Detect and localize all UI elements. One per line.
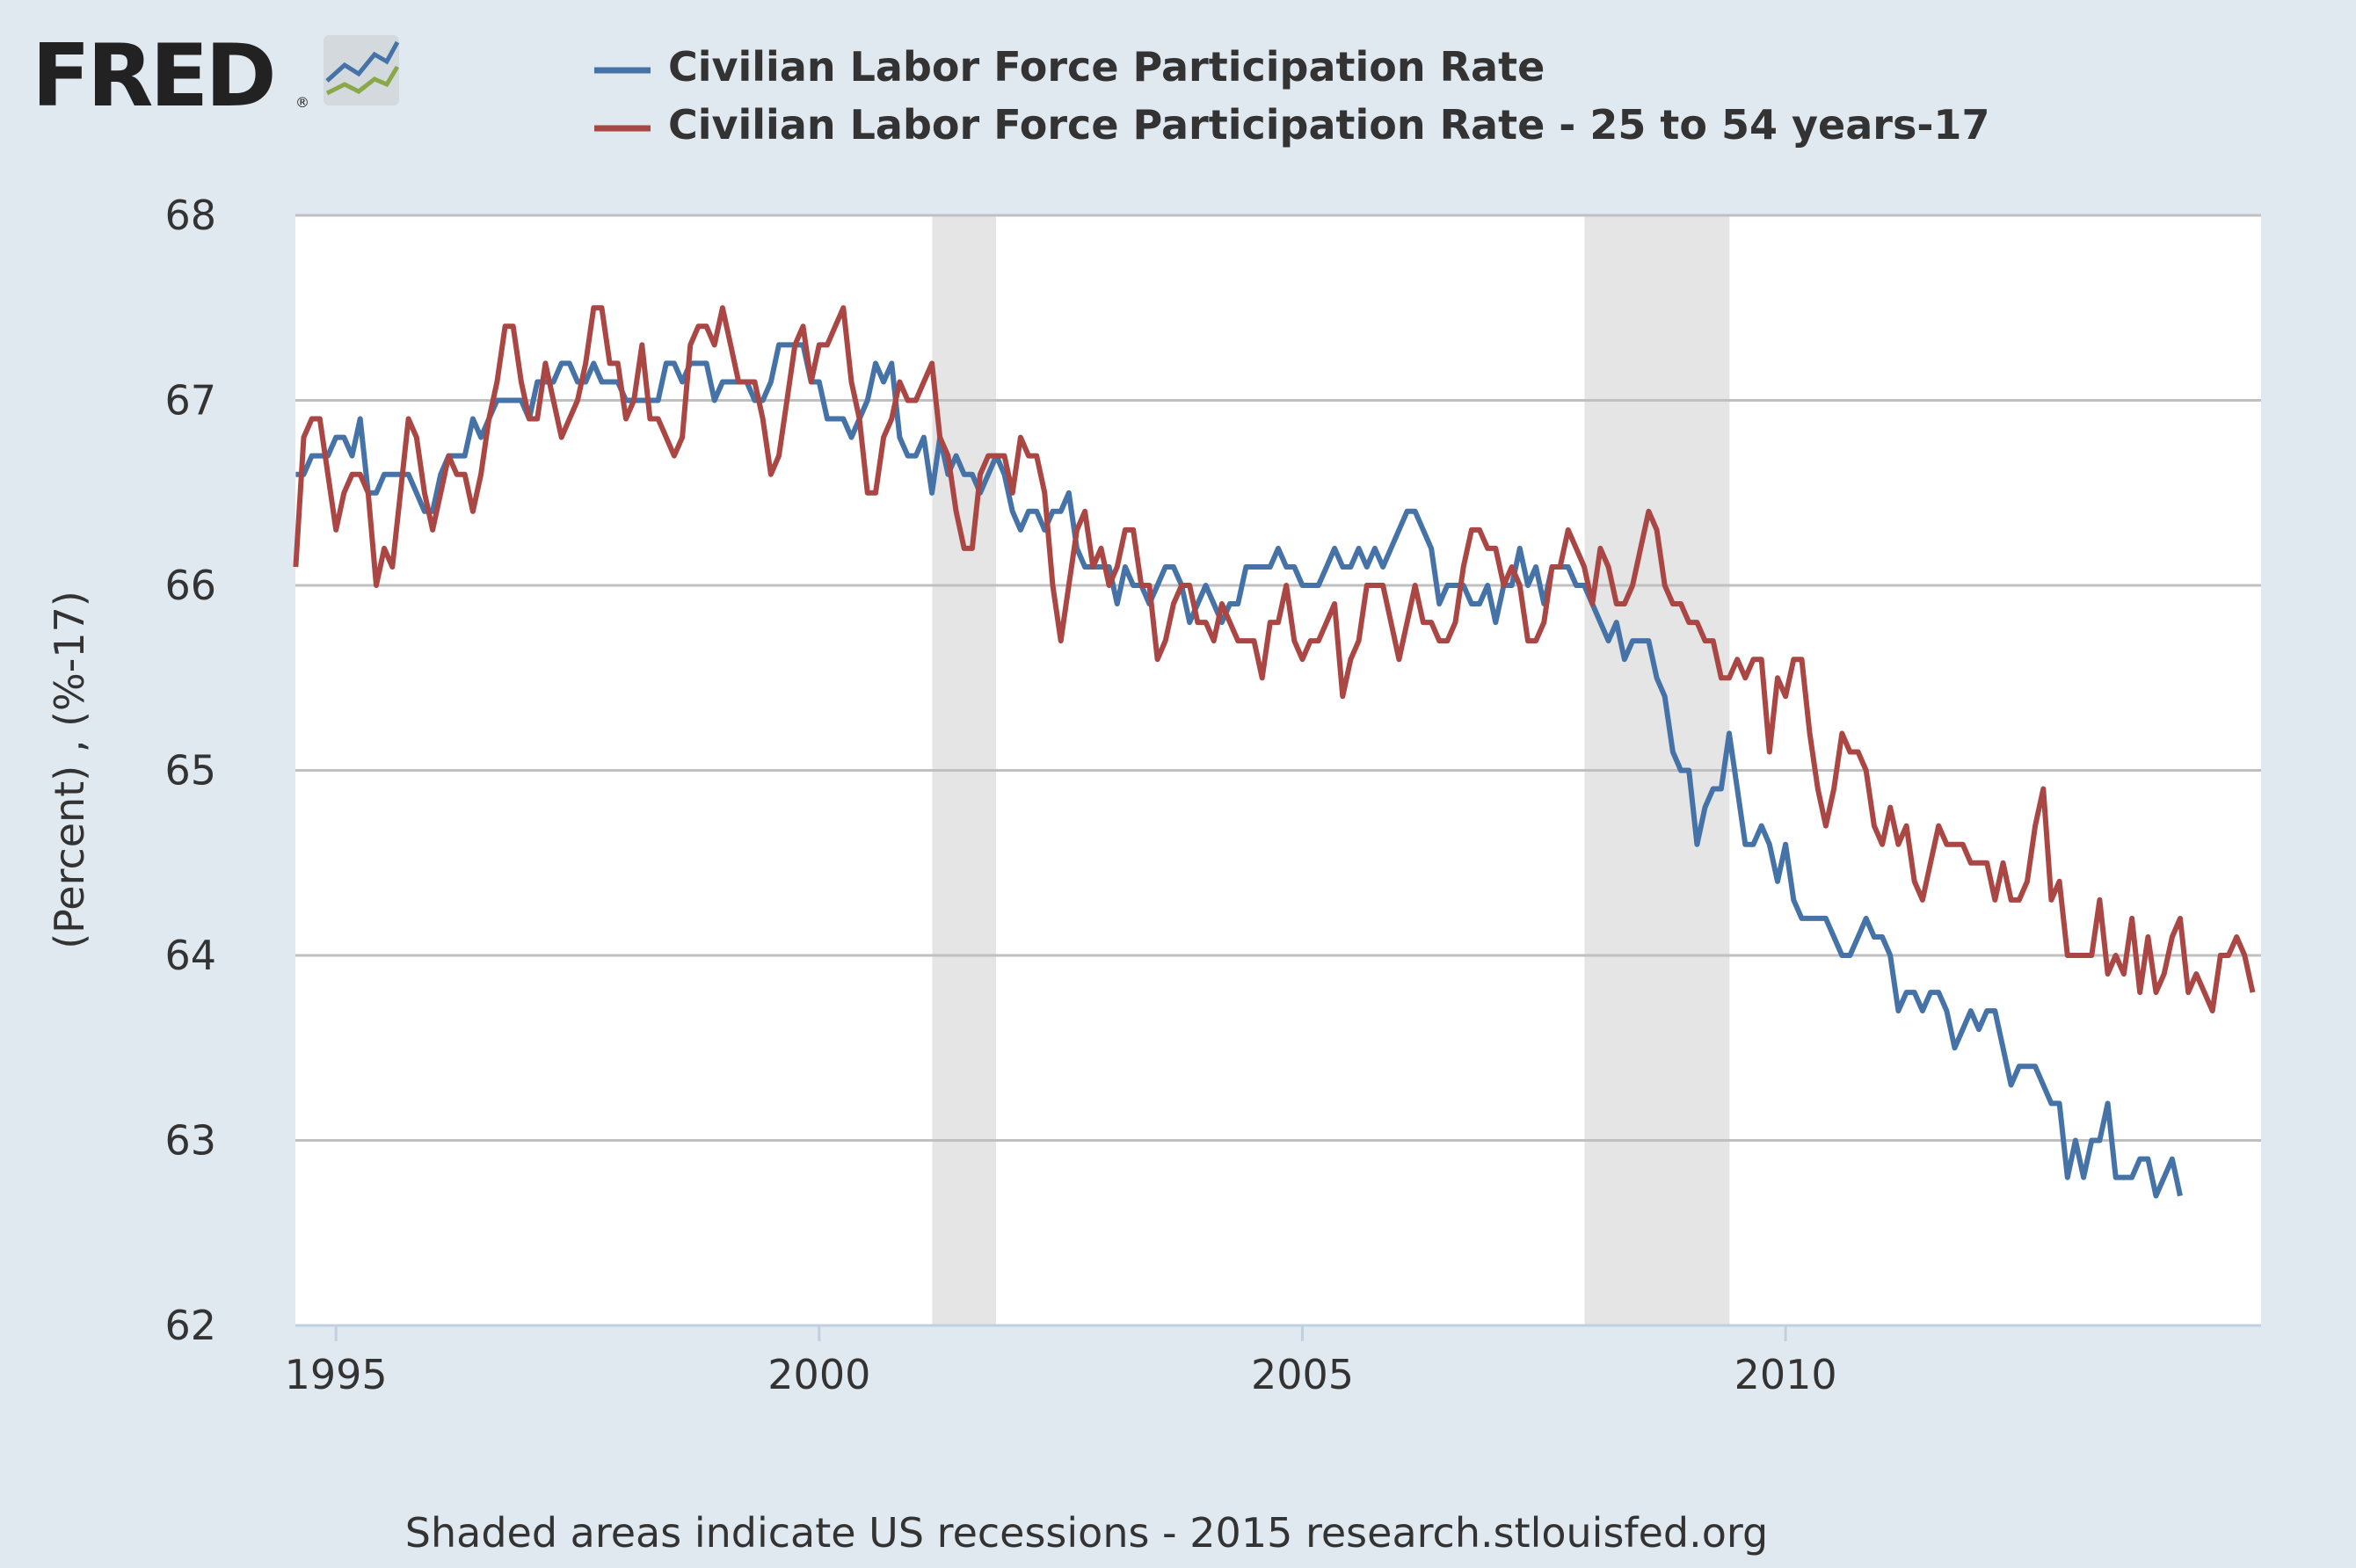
legend-label-series-1: Civilian Labor Force Participation Rate	[668, 43, 1545, 91]
y-tick-label-64: 64	[164, 932, 216, 979]
x-tick-label-2010: 2010	[1734, 1351, 1837, 1398]
y-tick-label-66: 66	[164, 562, 216, 609]
legend: Civilian Labor Force Participation Rate …	[594, 43, 1989, 149]
legend-label-series-2: Civilian Labor Force Participation Rate …	[668, 101, 1989, 149]
x-tick-label-1995: 1995	[285, 1351, 388, 1398]
y-tick-label-62: 62	[164, 1302, 216, 1349]
footer-note: Shaded areas indicate US recessions - 20…	[405, 1509, 1768, 1557]
y-tick-label-65: 65	[164, 747, 216, 795]
x-tick-label-2000: 2000	[767, 1351, 870, 1398]
fred-logo-graph-icon	[324, 35, 400, 105]
y-tick-label-67: 67	[164, 377, 216, 425]
series-line-2	[293, 305, 2256, 1014]
fred-logo-registered: ®	[295, 94, 309, 111]
series-lines	[293, 305, 2256, 1199]
fred-logo-text: FRED	[32, 26, 273, 127]
x-tick-label-2005: 2005	[1251, 1351, 1354, 1398]
y-tick-label-68: 68	[164, 192, 216, 239]
y-tick-label-63: 63	[164, 1117, 216, 1165]
y-axis-title: (Percent) , (%-17)	[46, 591, 93, 949]
series-line-1	[295, 342, 2183, 1199]
gridlines	[295, 214, 2261, 1142]
fred-logo: FRED ®	[32, 26, 400, 127]
axes: 62 63 64 65 66 67 68 1995 2000 2005 2010	[164, 192, 2261, 1398]
